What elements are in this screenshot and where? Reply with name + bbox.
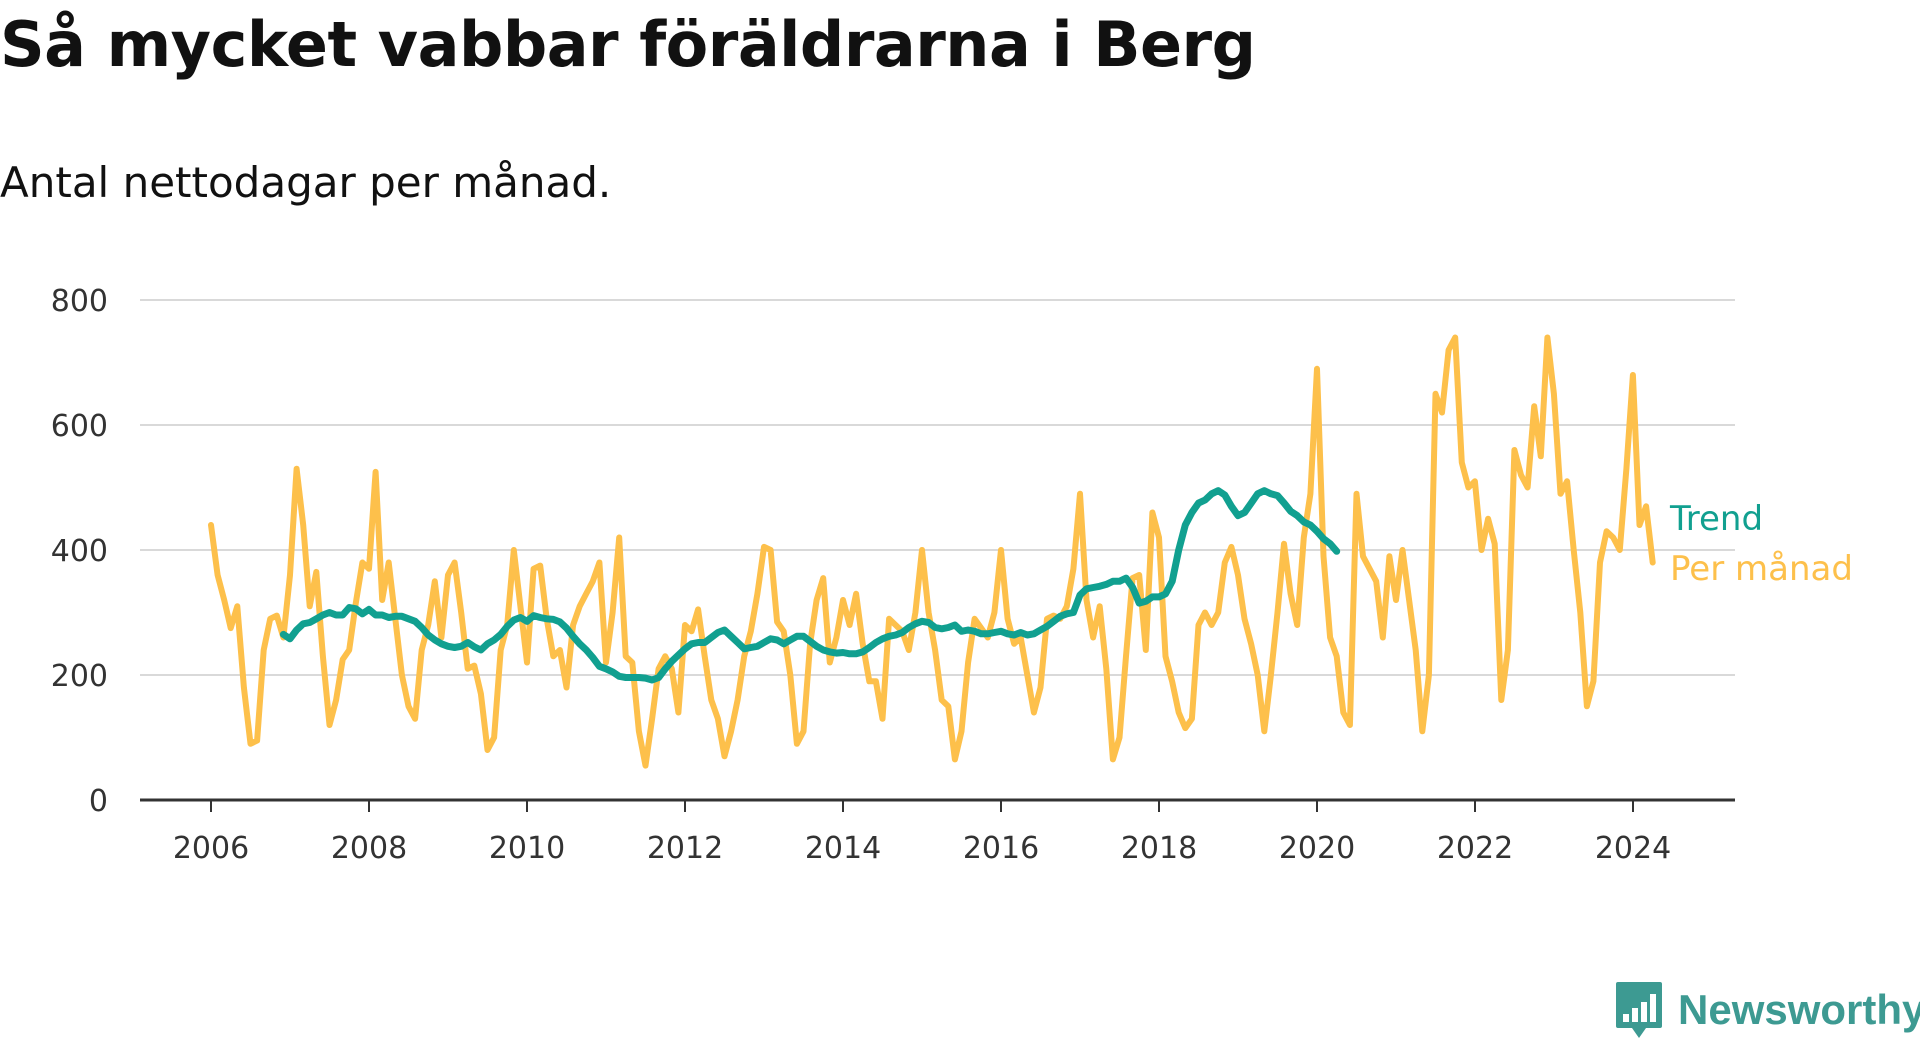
axes: 0 200 400 600 800 2006 2008 2010 2012 2014 2016 201… xyxy=(51,284,1735,866)
y-tick-label: 600 xyxy=(51,409,108,444)
legend: Trend Per månad xyxy=(1669,499,1853,589)
y-tick-label: 400 xyxy=(51,534,108,569)
x-tick-label: 2008 xyxy=(331,831,407,866)
x-tick-label: 2010 xyxy=(489,831,565,866)
chart-subtitle: Antal nettodagar per månad. xyxy=(0,158,612,207)
x-tick-label: 2022 xyxy=(1437,831,1513,866)
legend-per-month-label: Per månad xyxy=(1670,549,1853,589)
x-tick-label: 2016 xyxy=(963,831,1039,866)
chart-title: Så mycket vabbar föräldrarna i Berg xyxy=(0,8,1256,81)
x-tick-label: 2018 xyxy=(1121,831,1197,866)
brand-name: Newsworthy xyxy=(1678,986,1920,1033)
x-tick-label: 2006 xyxy=(173,831,249,866)
x-tick-label: 2020 xyxy=(1279,831,1355,866)
bar-chart-bubble-icon xyxy=(1616,982,1662,1038)
y-tick-label: 200 xyxy=(51,659,108,694)
x-tick-label: 2024 xyxy=(1595,831,1671,866)
newsworthy-logo: Newsworthy xyxy=(1614,978,1920,1042)
series-line-per-m-nad xyxy=(208,334,1656,769)
y-tick-label: 800 xyxy=(51,284,108,319)
series-lines xyxy=(208,334,1656,769)
x-tick-label: 2012 xyxy=(647,831,723,866)
y-tick-label: 0 xyxy=(89,784,108,819)
x-tick-label: 2014 xyxy=(805,831,881,866)
legend-trend-label: Trend xyxy=(1669,499,1763,539)
series-line-trend xyxy=(279,487,1341,684)
